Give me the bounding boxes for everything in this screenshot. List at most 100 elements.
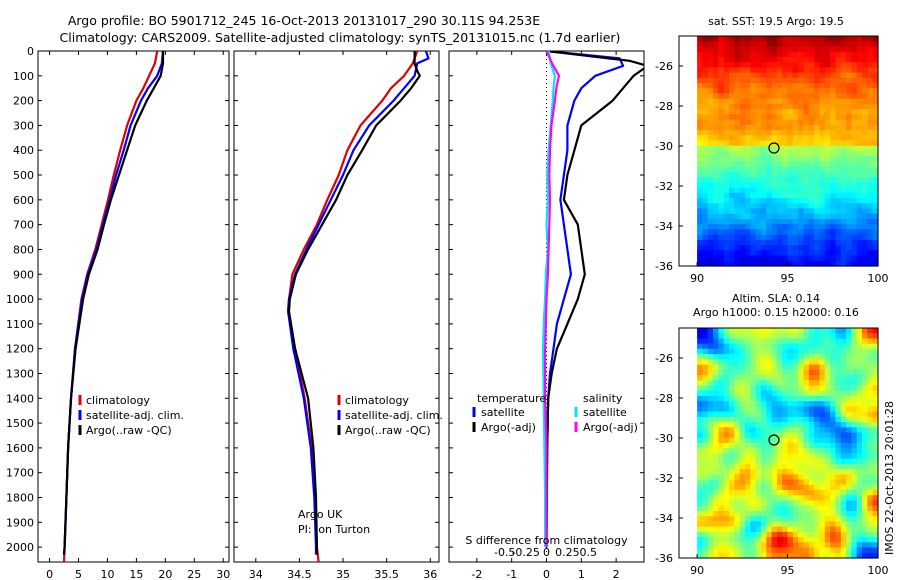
- map-cell: [739, 526, 746, 533]
- map-cell: [851, 505, 858, 512]
- map-cell: [723, 458, 730, 465]
- map-cell: [760, 72, 767, 79]
- map-cell: [766, 495, 773, 502]
- map-cell: [771, 67, 778, 74]
- map-cell: [745, 432, 751, 439]
- map-cell: [814, 83, 820, 89]
- map-cell: [846, 104, 852, 110]
- map-cell: [792, 156, 799, 162]
- map-cell: [803, 56, 810, 63]
- map-cell: [814, 396, 820, 402]
- map-cell: [824, 338, 831, 345]
- map-cell: [771, 224, 778, 230]
- map-cell: [782, 542, 789, 549]
- x-tick-label: 35: [336, 568, 350, 580]
- map-cell: [846, 547, 852, 554]
- map-cell: [766, 109, 773, 115]
- map-cell: [697, 333, 703, 339]
- map-cell: [840, 98, 847, 105]
- map-cell: [856, 98, 863, 105]
- map-cell: [697, 354, 703, 360]
- map-cell: [723, 41, 730, 47]
- map-cell: [707, 390, 714, 397]
- map-cell: [808, 338, 815, 345]
- map-cell: [819, 93, 826, 100]
- map-cell: [830, 354, 836, 360]
- map-cell: [851, 161, 858, 168]
- map-cell: [872, 93, 879, 100]
- map-cell: [830, 516, 836, 522]
- map-cell: [830, 432, 836, 439]
- map-cell: [862, 359, 868, 366]
- map-cell: [766, 104, 773, 110]
- map-cell: [745, 182, 751, 189]
- map-cell: [824, 484, 831, 491]
- map-cell: [872, 219, 879, 225]
- map-cell: [792, 354, 799, 360]
- map-cell: [697, 390, 703, 397]
- map-cell: [835, 328, 842, 334]
- map-cell: [766, 474, 773, 481]
- map-cell: [766, 98, 773, 105]
- map-cell: [787, 516, 794, 522]
- map-cell: [702, 192, 709, 199]
- map-cell: [840, 401, 847, 407]
- map-cell: [755, 453, 762, 460]
- map-cell: [867, 104, 874, 110]
- map-cell: [835, 213, 842, 220]
- y-tick-label: 1300: [6, 367, 34, 380]
- map-cell: [824, 213, 831, 220]
- map-cell: [851, 229, 858, 236]
- map-cell: [846, 77, 852, 84]
- map-cell: [713, 505, 719, 512]
- map-cell: [803, 135, 810, 142]
- map-cell: [702, 255, 709, 262]
- map-cell: [782, 187, 789, 194]
- map-cell: [824, 234, 831, 241]
- map-cell: [713, 448, 719, 454]
- map-cell: [819, 479, 826, 486]
- map-cell: [851, 51, 858, 58]
- map-cell: [713, 479, 719, 486]
- map-cell: [718, 250, 725, 257]
- map-cell: [851, 521, 858, 528]
- map-cell: [739, 93, 746, 100]
- map-cell: [856, 239, 863, 246]
- map-cell: [723, 77, 730, 84]
- map-cell: [766, 416, 773, 423]
- map-cell: [766, 448, 773, 454]
- map-cell: [734, 72, 741, 79]
- map-cell: [862, 213, 868, 220]
- map-cell: [824, 151, 831, 157]
- map-cell: [808, 479, 815, 486]
- map-cell: [819, 109, 826, 115]
- map-cell: [776, 224, 783, 230]
- map-cell: [856, 229, 863, 236]
- map-cell: [798, 156, 805, 162]
- map-cell: [718, 531, 725, 538]
- map-cell: [792, 385, 799, 392]
- map-cell: [808, 83, 815, 89]
- map-cell: [787, 411, 794, 418]
- map-cell: [723, 245, 730, 251]
- map-cell: [835, 495, 842, 502]
- map-cell: [856, 463, 863, 470]
- map-cell: [707, 192, 714, 199]
- map-cell: [734, 354, 741, 360]
- map-cell: [776, 463, 783, 470]
- map-cell: [782, 245, 789, 251]
- map-cell: [702, 531, 709, 538]
- map-cell: [798, 484, 805, 491]
- map-cell: [824, 67, 831, 74]
- map-cell: [702, 104, 709, 110]
- map-cell: [792, 333, 799, 339]
- map-cell: [846, 124, 852, 131]
- map-cell: [745, 495, 751, 502]
- map-cell: [702, 333, 709, 339]
- map-cell: [713, 36, 719, 42]
- map-cell: [862, 364, 868, 371]
- map-cell: [814, 385, 820, 392]
- map-cell: [808, 119, 815, 126]
- map-cell: [787, 380, 794, 387]
- map-cell: [824, 135, 831, 142]
